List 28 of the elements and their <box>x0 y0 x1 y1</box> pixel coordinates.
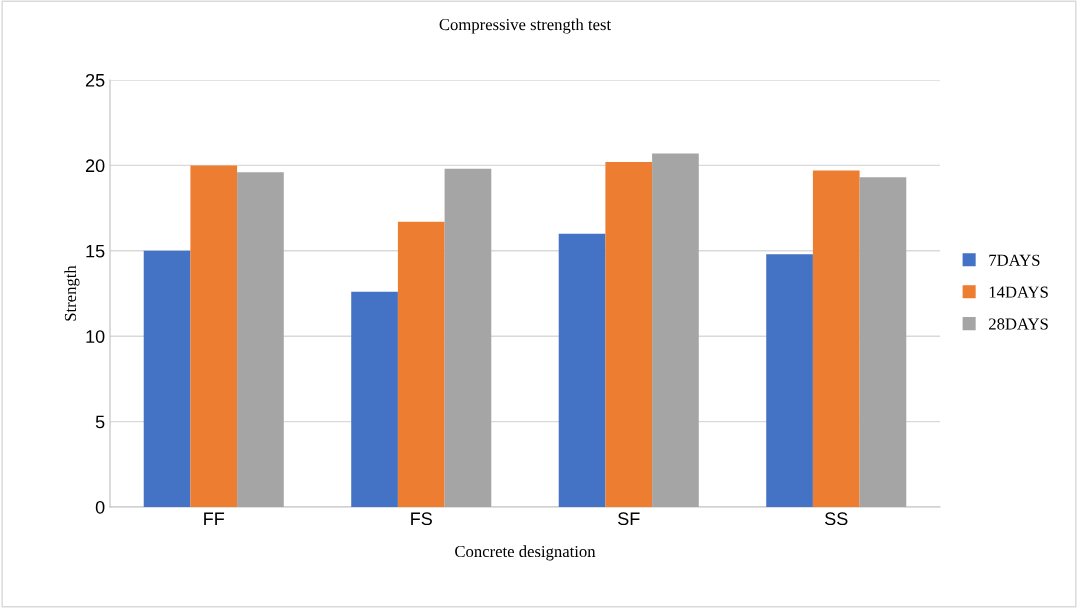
chart-title: Compressive strength test <box>439 18 611 34</box>
bar <box>558 233 606 507</box>
y-tick-label: 25 <box>85 73 105 87</box>
bar <box>652 153 699 507</box>
x-tick-label: SS <box>825 512 848 526</box>
legend-label: 14DAYS <box>989 286 1048 298</box>
x-tick-label: FF <box>204 512 225 525</box>
bar <box>605 161 653 507</box>
bar <box>766 254 813 507</box>
bar <box>812 170 860 507</box>
y-tick-label: 10 <box>86 330 105 343</box>
bar <box>397 221 445 507</box>
y-tick-label: 15 <box>86 244 105 258</box>
bar <box>143 250 191 507</box>
x-tick-label: FS <box>411 512 432 526</box>
bar <box>237 172 284 507</box>
bar <box>859 177 907 507</box>
bar <box>444 168 492 507</box>
y-tick-label: 20 <box>85 159 105 173</box>
bar <box>190 165 238 507</box>
y-tick-label: 0 <box>95 500 105 514</box>
y-axis-title: Strength <box>64 265 80 321</box>
legend-label: 7DAYS <box>989 254 1040 266</box>
bar <box>351 291 398 507</box>
x-tick-label: SF <box>618 512 640 526</box>
legend-label: 28DAYS <box>989 318 1048 330</box>
y-tick-label: 5 <box>95 415 105 429</box>
x-axis-title: Concrete designation <box>455 545 596 561</box>
